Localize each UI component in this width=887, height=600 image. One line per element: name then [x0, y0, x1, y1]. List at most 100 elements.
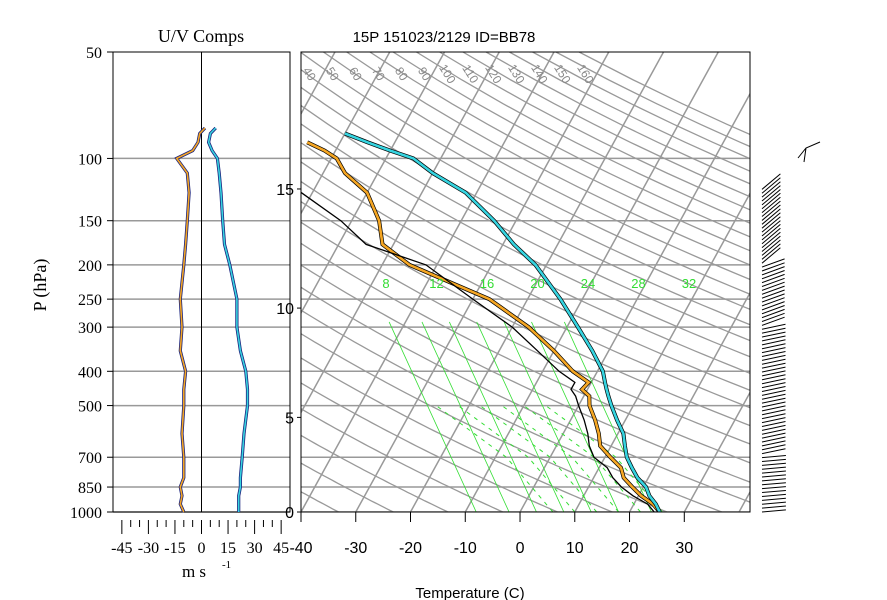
isotherm [628, 291, 750, 512]
wind-barb [761, 308, 785, 319]
wind-barb [761, 458, 786, 462]
moist-adiabat [545, 405, 663, 512]
wind-barb [761, 505, 786, 509]
wind-barb [761, 424, 786, 431]
uv-xtick-label: 0 [198, 540, 206, 557]
wind-barb [761, 421, 786, 427]
isotherm [301, 52, 391, 215]
wind-barb [761, 490, 786, 494]
uv-title: U/V Comps [158, 26, 244, 46]
theta-label: 80 [392, 65, 411, 84]
uv-xtick-label: -45 [111, 540, 132, 557]
wind-barb [761, 270, 785, 280]
uv-ytick-label: 300 [78, 320, 102, 337]
dry-adiabat [301, 382, 558, 512]
wind-barb [761, 277, 785, 287]
height-km-label: 15 [276, 182, 294, 199]
wind-barb [761, 478, 786, 482]
isotherm [301, 52, 555, 512]
chart-title: 15P 151023/2129 ID=BB78 [353, 29, 536, 46]
wind-barb [761, 486, 786, 490]
wind-barb [761, 497, 786, 501]
wind-barb [761, 208, 781, 225]
wind-barb [761, 273, 785, 284]
wind-barb [761, 327, 786, 334]
wind-barb [761, 243, 781, 260]
wind-barb [761, 432, 786, 439]
wind-barb [761, 189, 781, 206]
wind-barb [761, 335, 786, 342]
dry-adiabat [301, 104, 750, 342]
wind-barb [761, 227, 781, 245]
uv-ytick-label: 100 [78, 151, 102, 168]
wind-barb [761, 196, 781, 214]
mixing-ratio-line [448, 321, 537, 512]
wind-barb [761, 370, 786, 377]
uv-ytick-label: 500 [78, 399, 102, 416]
skewt-xlabel: Temperature (C) [415, 585, 524, 600]
dry-adiabat [301, 200, 750, 427]
mixing-ratio-label: 24 [581, 276, 595, 291]
isotherm [301, 52, 446, 315]
wind-barb [761, 343, 786, 350]
wind-barb [761, 405, 786, 412]
uv-ytick-label: 200 [78, 258, 102, 275]
wind-barb [761, 347, 786, 354]
wind-barb [761, 305, 785, 315]
dry-adiabat [462, 52, 750, 198]
isotherm [0, 52, 6, 512]
uv-ytick-label: 700 [78, 450, 102, 467]
uv-xtick-label: 30 [247, 540, 263, 557]
theta-label: 100 [436, 62, 459, 87]
profile-line [344, 132, 661, 512]
mixing-ratio-label: 16 [480, 276, 494, 291]
skewt-xtick-label: 0 [516, 540, 525, 557]
isotherm [301, 52, 336, 116]
wind-barb [761, 462, 786, 466]
dry-adiabat [301, 408, 504, 512]
profile-line [301, 191, 655, 512]
mixing-ratio-line [421, 321, 510, 512]
moist-adiabat [501, 405, 619, 512]
mixing-ratio-line [531, 321, 619, 512]
wind-barb [761, 339, 786, 346]
uv-series-line [175, 127, 206, 513]
dry-adiabat [301, 68, 750, 310]
dry-adiabat [301, 221, 750, 445]
uv-xtick-label: 45 [273, 540, 289, 557]
theta-label: 160 [574, 62, 597, 87]
wind-barb [761, 239, 781, 256]
moist-adiabat [479, 405, 598, 512]
wind-barb [761, 374, 786, 381]
dry-adiabat [301, 161, 750, 392]
uv-ylabel: P (hPa) [30, 259, 51, 312]
height-km-label: 0 [285, 505, 294, 522]
isotherm [0, 52, 171, 512]
mixing-ratio-label: 12 [429, 276, 443, 291]
wind-barb [761, 417, 786, 424]
wind-barb [761, 366, 786, 373]
theta-label: 60 [346, 65, 365, 84]
uv-ytick-label: 1000 [70, 505, 102, 522]
wind-barb [761, 285, 785, 295]
wind-barb [761, 231, 781, 249]
height-km-label: 5 [285, 410, 294, 427]
moist-adiabat [457, 405, 576, 512]
skewt-xtick-label: 30 [675, 540, 693, 557]
wind-barbs [761, 141, 821, 513]
wind-barb [761, 509, 786, 513]
wind-barb [761, 323, 786, 330]
dry-adiabat [301, 180, 750, 409]
uv-xlabel-exponent: -1 [222, 559, 231, 571]
wind-barb [761, 482, 786, 486]
isotherm [301, 52, 500, 414]
mixing-ratio-label: 20 [530, 276, 544, 291]
uv-ytick-label: 50 [86, 45, 102, 62]
wind-barb [761, 177, 781, 194]
skewt-xtick-label: 10 [566, 540, 584, 557]
uv-ytick-label: 250 [78, 292, 102, 309]
wind-barb [761, 397, 786, 404]
uv-xtick-label: -15 [164, 540, 185, 557]
wind-barb [761, 413, 786, 420]
mixing-ratio-label: 28 [631, 276, 645, 291]
